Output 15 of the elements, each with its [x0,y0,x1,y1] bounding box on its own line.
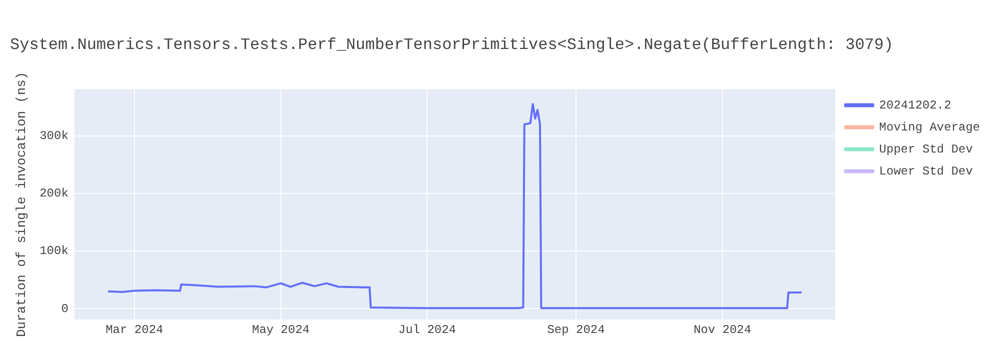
legend-label: Moving Average [879,120,980,134]
x-tick-label: Jul 2024 [398,322,456,337]
legend-label: Lower Std Dev [879,164,973,178]
y-tick-label: 0 [61,302,68,316]
x-tick-label: Nov 2024 [694,322,752,337]
y-tick-label: 300k [40,129,68,144]
x-tick-label: May 2024 [252,322,310,337]
y-axis-title: Duration of single invocation (ns) [14,72,30,338]
x-tick-label: Sep 2024 [547,322,605,337]
legend-label: Upper Std Dev [879,142,973,156]
x-tick-label: Mar 2024 [106,322,164,337]
y-tick-label: 100k [40,244,68,258]
chart-title: System.Numerics.Tensors.Tests.Perf_NumberTensorPrimitives<Single>.Negate(BufferLength: 3079) [10,36,894,54]
legend-label: 20241202.2 [879,98,952,112]
y-tick-label: 200k [40,186,68,201]
